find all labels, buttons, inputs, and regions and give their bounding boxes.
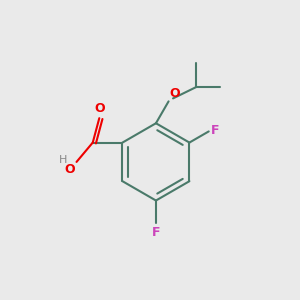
Text: H: H (58, 155, 67, 165)
Text: F: F (152, 226, 160, 239)
Text: O: O (94, 102, 105, 115)
Text: O: O (64, 163, 75, 176)
Text: F: F (211, 124, 219, 137)
Text: O: O (169, 87, 180, 100)
